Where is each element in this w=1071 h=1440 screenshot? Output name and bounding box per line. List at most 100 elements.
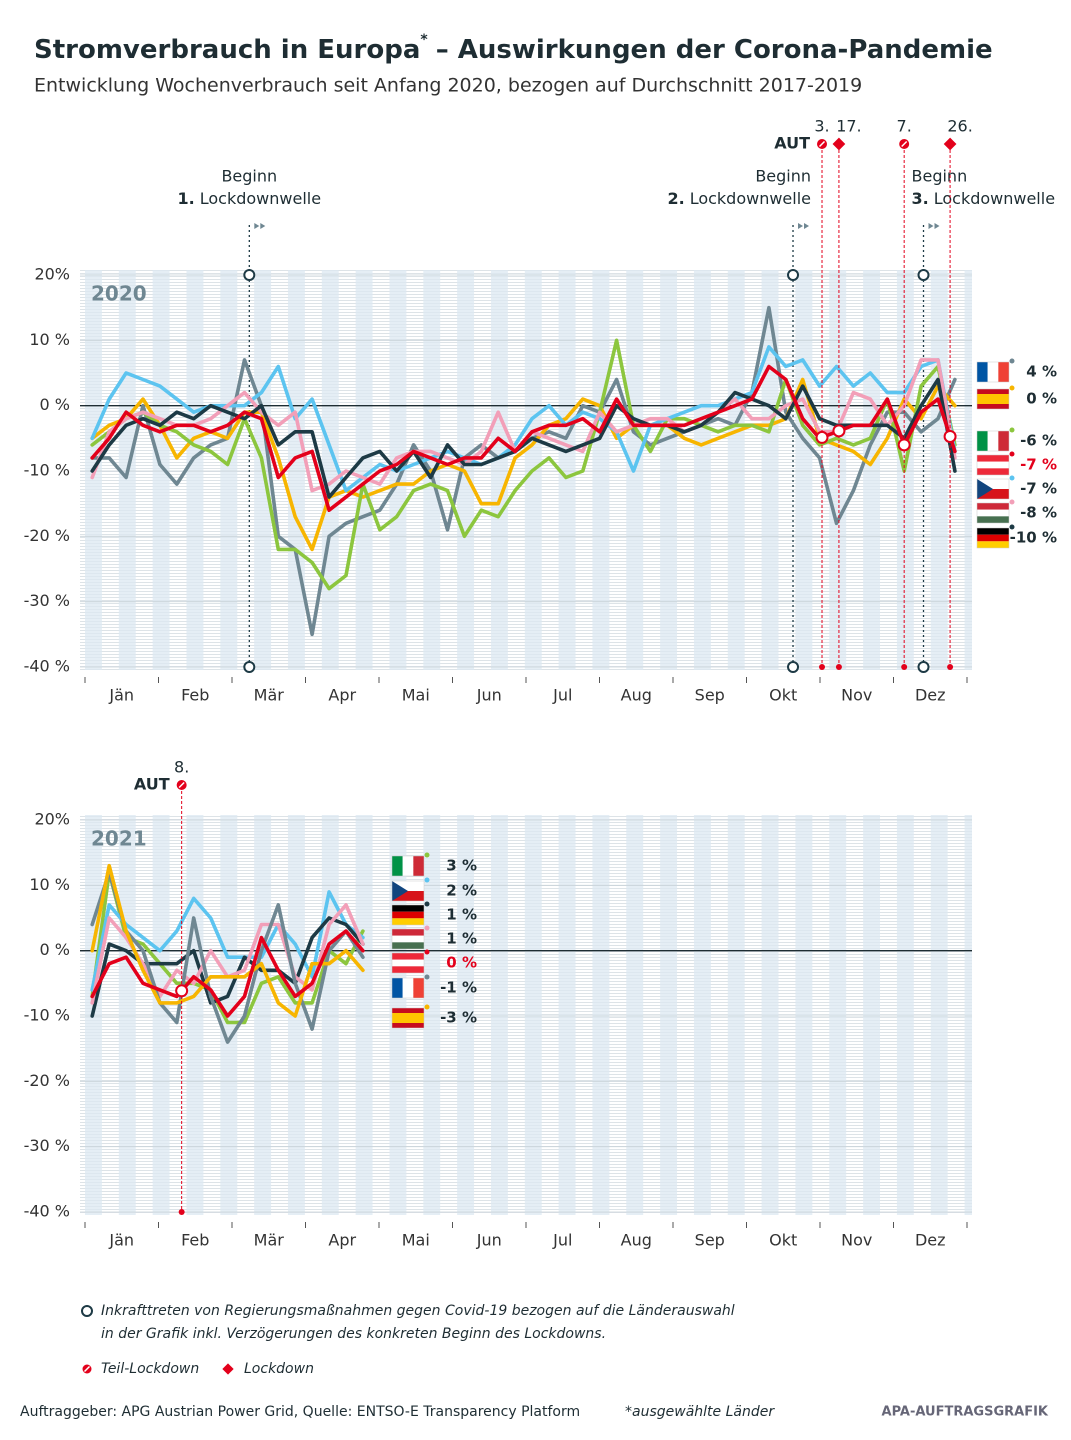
lockdown-marker: [832, 137, 846, 151]
series-line: [90, 338, 957, 591]
week-stripe: [186, 815, 204, 1215]
week-stripe: [727, 815, 745, 1215]
wave-label: 3. Lockdownwelle: [912, 189, 1056, 208]
chart: 2020 20% 10 % 0 % -10 % -20 % -30 % -40 % Jän Feb…: [24, 117, 1057, 705]
week-stripe: [287, 270, 305, 670]
y-tick-label: 20%: [34, 810, 70, 829]
flag-stripe: [392, 856, 403, 876]
y-tick-label: -40 %: [24, 1202, 70, 1221]
flag-stripe: [392, 966, 424, 973]
flag-stripe: [402, 978, 414, 998]
week-stripe: [321, 270, 339, 670]
week-stripe: [863, 270, 881, 670]
partial-slash: [901, 140, 908, 148]
week-stripe: [457, 815, 475, 1215]
x-tick-label: Mär: [254, 1231, 285, 1250]
flag-border: [391, 880, 425, 902]
flag-stripe: [402, 856, 414, 876]
week-stripe: [863, 815, 881, 1215]
title-rest: – Auswirkungen der Corona-Pandemie: [436, 35, 993, 65]
legend-dot: [424, 901, 430, 907]
flag-stripe: [392, 1008, 424, 1013]
event-point: [832, 424, 846, 438]
y-tick-label: 10 %: [29, 330, 70, 349]
flag-border: [976, 502, 1010, 524]
x-tick-label: Sep: [695, 1231, 725, 1250]
flag-border: [391, 977, 425, 999]
legend-value: 0 %: [1026, 390, 1057, 408]
wave-circle: [787, 269, 800, 281]
flag-stripe: [977, 362, 988, 382]
event-foot: [901, 664, 908, 670]
wave-circle: [917, 661, 930, 673]
x-tick-label: Sep: [695, 686, 725, 705]
flag-stripe: [977, 534, 1009, 542]
x-tick-label: Okt: [769, 1231, 797, 1250]
flag-stripe: [392, 881, 424, 891]
event-point: [943, 429, 957, 443]
flag-triangle: [977, 479, 993, 499]
flag-triangle: [392, 881, 408, 901]
legend-value: -8 %: [1020, 504, 1057, 522]
x-tick-label: Feb: [181, 1231, 209, 1250]
chart-label: 2021: [91, 827, 147, 851]
week-stripe: [423, 815, 441, 1215]
week-stripe: [829, 815, 847, 1215]
series-line: [90, 377, 957, 499]
wave-line1: Beginn: [221, 167, 277, 186]
legend-partial: Teil-Lockdown: [101, 1361, 199, 1377]
flag-stripe: [392, 911, 424, 919]
legend-dot: [1009, 475, 1015, 481]
wave-circle: [787, 661, 800, 673]
legend-value: -7 %: [1020, 456, 1057, 474]
wave-number: 1.: [178, 189, 195, 208]
note: Inkrafttreten von Regierungsmaßnahmen ge…: [101, 1303, 735, 1319]
flag-stripe: [998, 431, 1009, 451]
flag-stripe: [977, 431, 988, 451]
events-label: AUT: [134, 775, 170, 794]
week-stripe: [592, 270, 610, 670]
flag-border: [391, 928, 425, 950]
y-tick-label: 0 %: [40, 940, 70, 959]
flag-stripe: [413, 856, 424, 876]
wave-circle: [917, 269, 930, 281]
y-tick-label: -40 %: [24, 657, 70, 676]
x-tick-label: Jun: [476, 1231, 502, 1250]
flag-stripe: [977, 516, 1009, 523]
partial-slash: [818, 140, 826, 148]
flag-stripe: [392, 935, 424, 943]
y-tick-label: 10 %: [29, 875, 70, 894]
flag-stripe: [977, 503, 1009, 510]
y-tick-label: 0 %: [40, 395, 70, 414]
event-foot: [819, 664, 826, 670]
flag-stripe: [998, 362, 1009, 382]
x-tick-label: Dez: [915, 686, 946, 705]
measure-icon: [81, 1305, 93, 1317]
note: in der Grafik inkl. Verzögerungen des ko…: [101, 1326, 606, 1342]
flag-stripe: [977, 389, 1009, 394]
x-tick-label: Feb: [181, 686, 209, 705]
x-tick-label: Mai: [402, 686, 430, 705]
y-tick-label: -30 %: [24, 591, 70, 610]
week-stripe: [693, 815, 711, 1215]
legend-value: 3 %: [446, 857, 477, 875]
week-stripe: [254, 815, 272, 1215]
week-stripe: [795, 815, 813, 1215]
event-label: 26.: [947, 117, 972, 136]
wave-text: Lockdownwelle: [934, 189, 1055, 208]
event-point: [897, 438, 911, 452]
week-stripe: [524, 815, 542, 1215]
legend-value: 4 %: [1026, 363, 1057, 381]
y-tick-label: -20 %: [24, 526, 70, 545]
series-line: [90, 890, 365, 992]
week-stripe: [727, 270, 745, 670]
credit: APA-AUFTRAGSGRAFIK: [882, 1405, 1049, 1420]
events-label: AUT: [774, 134, 810, 153]
footer: Inkrafttreten von Regierungsmaßnahmen ge…: [20, 1303, 1049, 1420]
x-tick-label: Jul: [552, 686, 572, 705]
legend-value: -6 %: [1020, 432, 1057, 450]
legend-dot: [424, 852, 430, 858]
week-stripe: [693, 270, 711, 670]
x-tick-label: Nov: [841, 686, 872, 705]
